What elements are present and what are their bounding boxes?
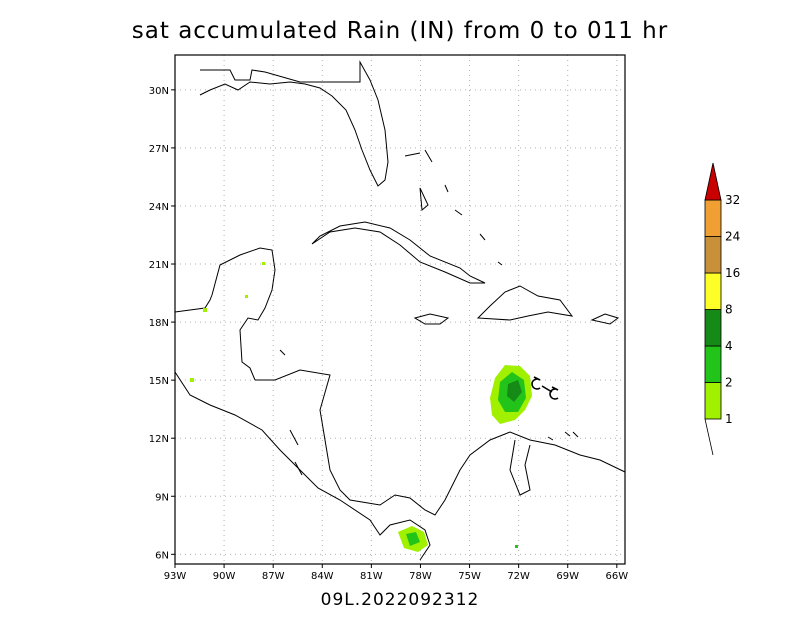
legend-color-box	[704, 272, 722, 310]
coast-us-florida	[199, 60, 389, 187]
legend-color-box	[704, 236, 722, 274]
legend-label: 8	[725, 303, 733, 317]
lon-tick-label: 87W	[262, 571, 285, 582]
coast-central-america-caribbean	[255, 369, 626, 516]
lon-tick-label: 90W	[213, 571, 236, 582]
map-border	[174, 54, 626, 565]
coast-hispaniola	[476, 285, 574, 321]
legend-label: 16	[725, 266, 740, 280]
lat-tick-label: 24N	[149, 202, 169, 213]
lat-tick-label: 21N	[149, 260, 169, 271]
lon-tick-label: 75W	[458, 571, 481, 582]
lon-tick-label: 84W	[311, 571, 334, 582]
map-title: sat accumulated Rain (IN) from 0 to 011 …	[131, 18, 669, 44]
coastlines	[174, 60, 626, 561]
legend-label: 32	[725, 193, 740, 207]
lat-lon-grid	[174, 55, 625, 564]
storm-track-line	[541, 385, 553, 393]
storm-symbol	[549, 386, 559, 400]
lon-tick-label: 81W	[360, 571, 383, 582]
coast-central-america-pacific	[174, 371, 431, 561]
rain-speck	[190, 378, 194, 382]
storm-symbol	[531, 376, 541, 390]
lat-tick-label: 18N	[149, 318, 169, 329]
lat-tick-label: 9N	[155, 492, 169, 503]
rain-speck	[203, 308, 207, 312]
coast-cuba	[311, 221, 486, 284]
axis-ticks: 30N 27N 24N 21N 18N 15N 12N 9N 6N 93W 90W 87W 84W 81W…	[149, 86, 628, 582]
legend-label: 2	[725, 376, 733, 390]
lat-tick-label: 6N	[155, 550, 169, 561]
lon-tick-label: 72W	[507, 571, 530, 582]
lon-tick-label: 93W	[164, 571, 187, 582]
legend-color-box	[704, 199, 722, 237]
lon-tick-label: 78W	[409, 571, 432, 582]
rain-speck	[262, 262, 265, 265]
coast-puerto-rico	[590, 313, 620, 325]
legend-color-box	[704, 382, 722, 420]
storm-track-symbols	[531, 376, 559, 400]
coast-yucatan	[211, 247, 276, 381]
legend-lower-arrow	[704, 418, 714, 456]
rain-speck	[515, 545, 518, 548]
coast-jamaica	[413, 313, 450, 325]
coast-colombia-venezuela-interior	[509, 439, 531, 496]
legend-upper-arrow	[704, 162, 722, 201]
legend-color-box	[704, 345, 722, 383]
lon-tick-label: 66W	[606, 571, 629, 582]
lat-tick-label: 12N	[149, 434, 169, 445]
lat-tick-label: 15N	[149, 376, 169, 387]
rain-patch-panama-mid	[406, 532, 420, 546]
lat-tick-label: 27N	[149, 144, 169, 155]
coast-lake-nicaragua	[279, 349, 303, 476]
legend-color-box	[704, 309, 722, 347]
legend-label: 24	[725, 230, 740, 244]
coast-islands	[404, 149, 579, 441]
lon-tick-label: 69W	[556, 571, 579, 582]
rain-speck	[245, 295, 248, 298]
rain-field	[190, 262, 532, 552]
lat-tick-label: 30N	[149, 86, 169, 97]
rain-patch-east-caribbean-core	[507, 380, 522, 402]
legend-label: 1	[725, 412, 733, 426]
map-footer-label: 09L.2022092312	[320, 590, 480, 610]
legend-label: 4	[725, 339, 733, 353]
